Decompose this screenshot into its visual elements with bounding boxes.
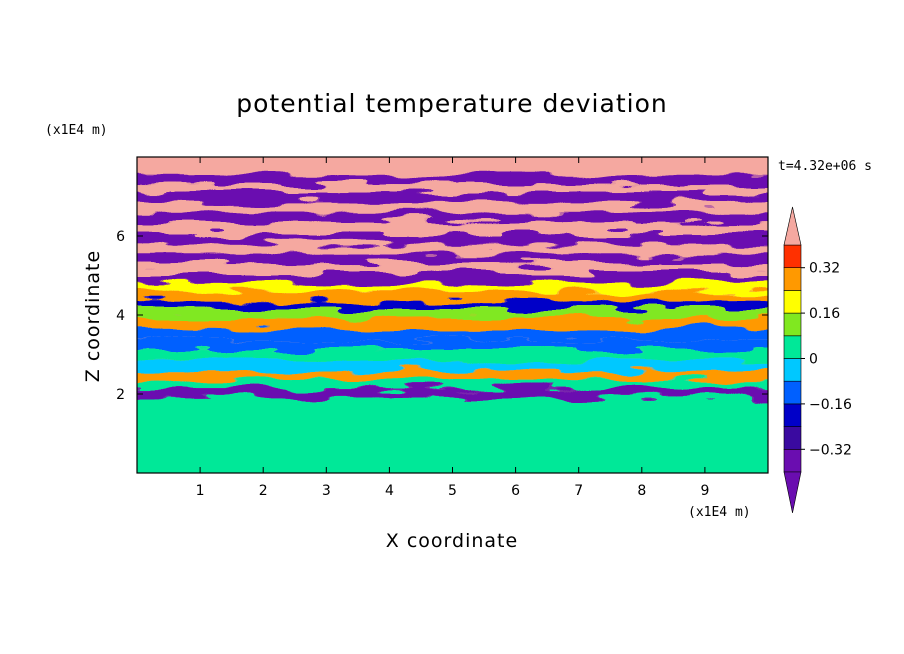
colorbar: 0.32 0.16 0 −0.16 −0.32 (783, 206, 852, 514)
contour-bands (137, 157, 768, 473)
colorbar-label: −0.16 (809, 397, 852, 413)
colorbar-segment (783, 267, 802, 291)
x-tick-label: 7 (574, 483, 583, 499)
contour-band (137, 283, 768, 292)
contour-band (137, 202, 768, 213)
contour-band (137, 309, 768, 319)
time-label: t=4.32e+06 s (778, 159, 872, 174)
contour-band (137, 388, 768, 398)
x-axis-label: X coordinate (386, 530, 518, 552)
x-tick-label: 3 (322, 483, 331, 499)
colorbar-label: −0.32 (809, 442, 852, 458)
contour-band (137, 263, 768, 274)
x-tick-label: 5 (448, 483, 457, 499)
contour-band (137, 253, 768, 264)
contour-band (137, 340, 768, 351)
colorbar-segment (783, 403, 802, 427)
contour-band (137, 273, 768, 284)
colorbar-segment (783, 358, 802, 382)
x-tick-label: 2 (259, 483, 268, 499)
y-tick-label: 4 (116, 308, 125, 324)
contour-band (137, 380, 768, 389)
colorbar-label: 0.32 (809, 261, 840, 277)
x-tick-label: 1 (196, 483, 205, 499)
contour-band (137, 291, 768, 302)
plot-area (137, 157, 768, 473)
y-axis-label: Z coordinate (82, 250, 104, 382)
x-axis: 1 2 3 4 5 6 7 8 9 (196, 157, 709, 499)
colorbar-segment (783, 448, 802, 473)
contour-band (137, 370, 768, 381)
contour-band (137, 212, 768, 223)
contour-band (137, 157, 768, 175)
contour-band (137, 174, 768, 185)
x-unit-label: (x1E4 m) (688, 505, 751, 520)
contour-band (137, 243, 768, 254)
x-tick-label: 8 (637, 483, 646, 499)
contour-band (137, 184, 768, 193)
x-tick-label: 6 (511, 483, 520, 499)
contour-band (137, 234, 768, 244)
colorbar-segment (783, 290, 802, 314)
colorbar-segment (783, 244, 802, 269)
contour-band (137, 433, 768, 473)
colorbar-segment (783, 335, 802, 359)
x-tick-label: 4 (385, 483, 394, 499)
contour-band (137, 360, 768, 371)
colorbar-label: 0.16 (809, 306, 840, 322)
contour-band (137, 301, 768, 310)
y-tick-label: 2 (116, 387, 125, 403)
contour-band (137, 222, 768, 235)
x-tick-label: 9 (700, 483, 709, 499)
y-tick-label: 6 (116, 229, 125, 245)
y-axis: 2 4 6 (116, 229, 768, 403)
colorbar-segment (783, 312, 802, 337)
contour-band (137, 192, 768, 203)
colorbar-label: 0 (809, 352, 818, 368)
colorbar-segment (783, 426, 802, 450)
colorbar-extend-max (783, 206, 802, 246)
colorbar-extend-min (783, 471, 802, 514)
contour-band (137, 328, 768, 341)
contour-band (137, 350, 768, 361)
chart-title: potential temperature deviation (236, 89, 667, 118)
y-unit-label: (x1E4 m) (45, 123, 108, 138)
colorbar-segment (783, 380, 802, 405)
contour-band (137, 397, 768, 434)
contour-band (137, 318, 768, 329)
